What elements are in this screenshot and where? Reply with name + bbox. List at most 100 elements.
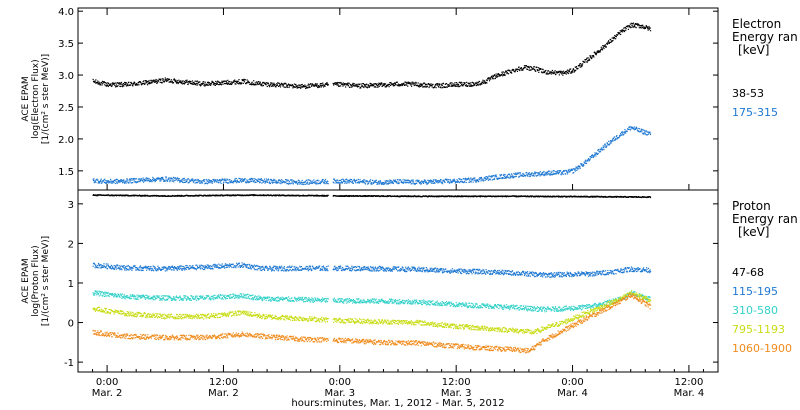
data-point bbox=[470, 84, 472, 86]
data-point bbox=[404, 84, 406, 86]
data-point bbox=[353, 85, 356, 87]
data-point bbox=[188, 181, 190, 183]
data-point bbox=[104, 82, 107, 84]
data-point bbox=[575, 167, 578, 169]
data-point bbox=[260, 83, 262, 85]
data-point bbox=[350, 270, 353, 272]
data-point bbox=[142, 82, 144, 85]
data-point bbox=[263, 178, 266, 180]
data-point bbox=[523, 67, 525, 69]
data-point bbox=[587, 158, 590, 160]
data-point bbox=[237, 80, 239, 82]
legend-entry-38-53: 38-53 bbox=[732, 87, 764, 100]
data-point bbox=[175, 81, 177, 83]
data-point bbox=[432, 180, 434, 182]
data-point bbox=[350, 179, 353, 181]
data-point bbox=[123, 182, 126, 184]
data-point bbox=[308, 84, 311, 86]
data-point bbox=[198, 180, 201, 182]
data-point bbox=[174, 80, 176, 83]
data-point bbox=[604, 143, 606, 145]
data-point bbox=[272, 181, 274, 183]
data-point bbox=[642, 132, 645, 134]
data-point bbox=[344, 182, 346, 184]
data-point bbox=[285, 179, 287, 181]
data-point bbox=[644, 132, 646, 134]
data-point bbox=[199, 182, 202, 184]
data-point bbox=[374, 180, 376, 182]
data-point bbox=[134, 83, 136, 85]
data-point bbox=[636, 127, 638, 129]
data-point bbox=[476, 83, 478, 85]
data-point bbox=[374, 85, 376, 88]
data-point bbox=[256, 83, 258, 85]
data-point bbox=[186, 180, 188, 182]
data-point bbox=[471, 81, 474, 83]
data-point bbox=[272, 179, 275, 181]
data-point bbox=[203, 195, 205, 197]
data-point bbox=[239, 179, 242, 181]
data-point bbox=[222, 179, 224, 181]
data-point bbox=[263, 268, 265, 270]
data-point bbox=[356, 85, 358, 87]
data-point bbox=[301, 83, 303, 86]
data-point bbox=[105, 180, 107, 182]
data-point bbox=[189, 80, 191, 82]
data-point bbox=[613, 37, 615, 40]
data-point bbox=[235, 179, 237, 182]
data-point bbox=[271, 269, 273, 271]
data-point bbox=[618, 136, 620, 138]
data-point bbox=[509, 175, 511, 177]
data-point bbox=[109, 83, 111, 85]
data-point bbox=[638, 24, 640, 26]
data-point bbox=[594, 154, 596, 156]
data-point bbox=[381, 85, 384, 87]
data-point bbox=[139, 178, 141, 180]
data-point bbox=[134, 178, 136, 180]
data-point bbox=[588, 159, 590, 161]
data-point bbox=[154, 180, 156, 182]
data-point bbox=[414, 82, 416, 84]
data-point bbox=[210, 83, 213, 85]
data-point bbox=[393, 85, 396, 87]
data-point bbox=[156, 268, 158, 270]
data-point bbox=[132, 85, 134, 87]
data-point bbox=[121, 180, 123, 182]
data-point bbox=[353, 266, 355, 268]
data-point bbox=[93, 178, 95, 180]
data-point bbox=[282, 84, 284, 86]
data-point bbox=[341, 178, 343, 181]
data-point bbox=[95, 194, 97, 196]
data-point bbox=[465, 84, 467, 86]
data-point bbox=[107, 82, 109, 84]
data-point bbox=[215, 80, 217, 83]
data-point bbox=[208, 267, 210, 269]
data-point bbox=[558, 196, 560, 198]
data-point bbox=[576, 167, 578, 169]
data-point bbox=[401, 84, 403, 87]
data-point bbox=[395, 181, 397, 183]
data-point bbox=[176, 178, 178, 180]
data-point bbox=[241, 264, 243, 267]
data-point bbox=[568, 168, 570, 171]
data-point bbox=[555, 73, 557, 75]
data-point bbox=[475, 82, 477, 84]
data-point bbox=[228, 266, 230, 268]
data-point bbox=[516, 172, 519, 174]
data-point bbox=[589, 160, 591, 162]
data-point bbox=[248, 181, 250, 183]
data-point bbox=[97, 262, 100, 265]
data-point bbox=[324, 83, 327, 85]
data-point bbox=[198, 181, 200, 183]
data-point bbox=[134, 195, 136, 197]
data-point bbox=[606, 142, 609, 145]
data-point bbox=[431, 84, 433, 86]
data-point bbox=[452, 179, 455, 181]
data-point bbox=[101, 80, 104, 83]
data-point bbox=[545, 173, 548, 175]
data-point bbox=[370, 83, 372, 85]
data-point bbox=[282, 270, 285, 272]
data-point bbox=[564, 173, 567, 175]
data-point bbox=[592, 154, 594, 156]
data-point bbox=[502, 75, 504, 77]
